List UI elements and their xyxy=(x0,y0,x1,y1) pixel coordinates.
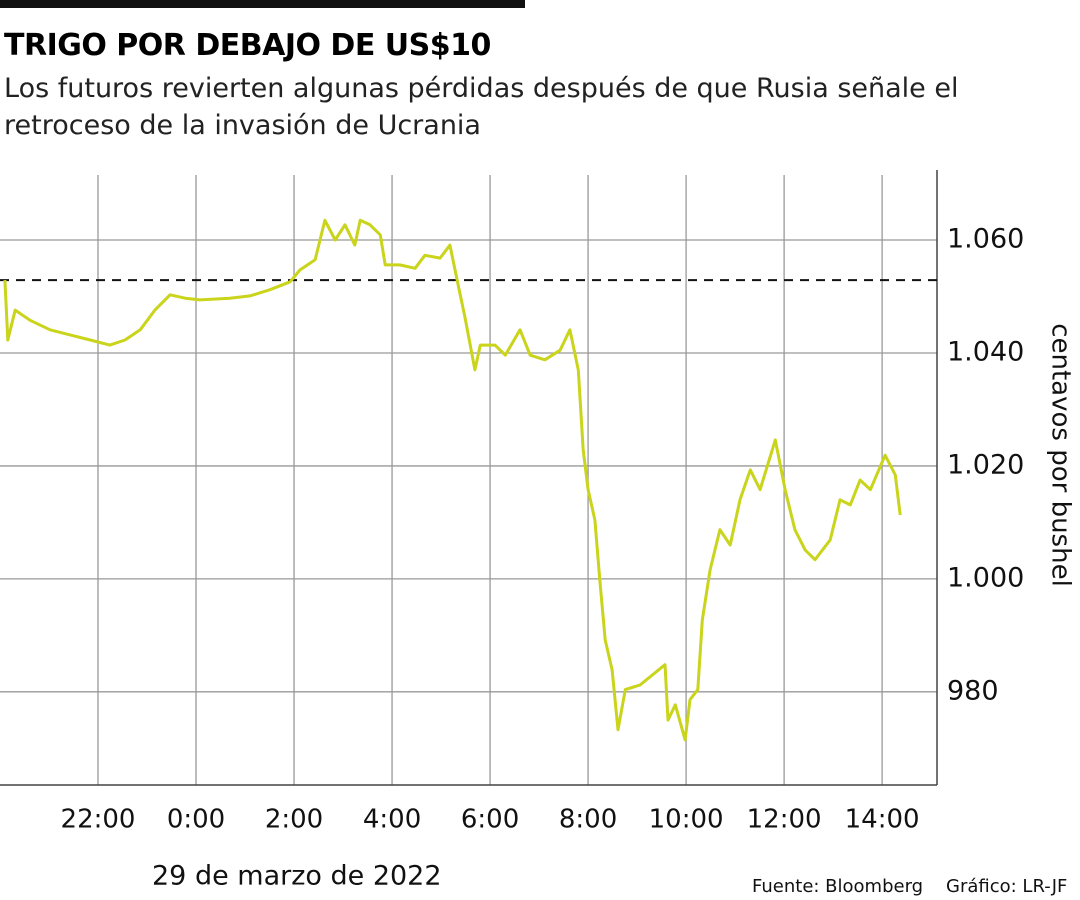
y-tick-label: 1.020 xyxy=(947,449,1024,480)
x-tick-label: 2:00 xyxy=(265,805,323,835)
x-tick-label: 22:00 xyxy=(61,805,136,835)
y-tick-label: 980 xyxy=(947,675,999,706)
x-tick-label: 8:00 xyxy=(559,805,617,835)
y-tick-label: 1.060 xyxy=(947,224,1024,255)
credit: Gráfico: LR-JF xyxy=(946,876,1067,897)
x-axis-label: 29 de marzo de 2022 xyxy=(152,861,442,892)
x-tick-label: 0:00 xyxy=(167,805,225,835)
price-line xyxy=(3,218,902,742)
y-axis-label: centavos por bushel xyxy=(1046,323,1076,587)
x-tick-label: 14:00 xyxy=(845,805,920,835)
x-tick-label: 4:00 xyxy=(363,805,421,835)
y-tick-label: 1.000 xyxy=(947,562,1024,593)
chart-title: TRIGO POR DEBAJO DE US$10 xyxy=(4,28,491,63)
chart-subtitle: Los futuros revierten algunas pérdidas d… xyxy=(4,73,959,141)
y-tick-label: 1.040 xyxy=(947,336,1024,367)
header-bar xyxy=(0,0,525,8)
x-tick-label: 6:00 xyxy=(461,805,519,835)
x-tick-label: 12:00 xyxy=(747,805,822,835)
source: Fuente: Bloomberg xyxy=(752,876,923,897)
x-tick-label: 10:00 xyxy=(649,805,724,835)
